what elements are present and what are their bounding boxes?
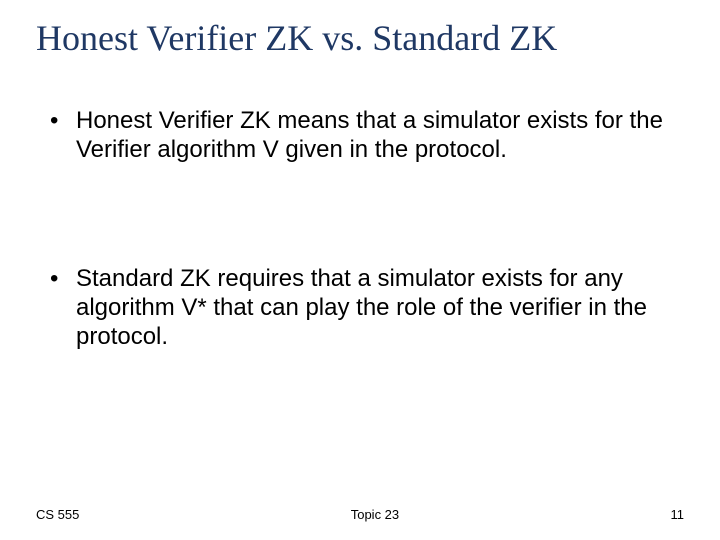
bullet-item: Honest Verifier ZK means that a simulato… bbox=[48, 107, 684, 165]
bullet-list: Honest Verifier ZK means that a simulato… bbox=[36, 107, 684, 351]
slide-title: Honest Verifier ZK vs. Standard ZK bbox=[36, 18, 684, 59]
footer-course: CS 555 bbox=[36, 507, 79, 522]
footer-topic: Topic 23 bbox=[351, 507, 399, 522]
slide-footer: CS 555 Topic 23 11 bbox=[0, 507, 720, 522]
bullet-item: Standard ZK requires that a simulator ex… bbox=[48, 265, 684, 351]
slide-container: Honest Verifier ZK vs. Standard ZK Hones… bbox=[0, 0, 720, 540]
footer-page-number: 11 bbox=[670, 507, 684, 522]
